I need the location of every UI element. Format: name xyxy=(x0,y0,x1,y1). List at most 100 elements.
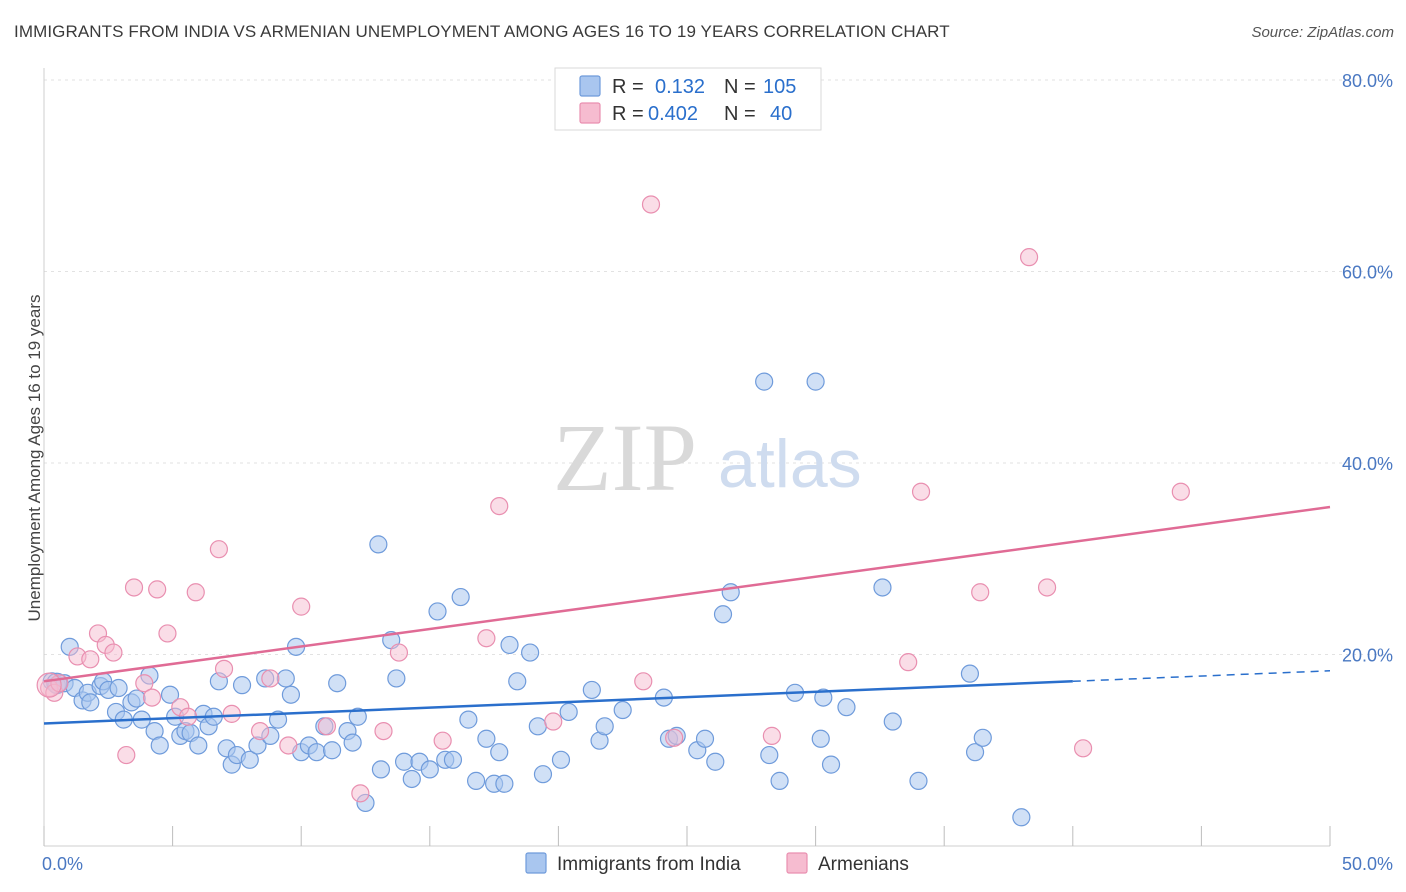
point-armenian-10 xyxy=(135,674,154,693)
legend-n-value-india: 105 xyxy=(763,76,796,98)
point-india-19 xyxy=(150,736,169,755)
point-armenian-17 xyxy=(209,540,228,559)
point-armenian-38 xyxy=(971,583,990,602)
point-india-71 xyxy=(508,672,527,691)
point-india-60 xyxy=(428,602,447,621)
point-armenian-4 xyxy=(81,650,100,669)
point-india-89 xyxy=(755,372,774,391)
legend-swatch-armenian xyxy=(579,102,601,124)
legend-r-label-india: R = xyxy=(612,76,644,98)
point-india-57 xyxy=(402,769,421,789)
legend-swatch-india xyxy=(579,75,601,97)
point-india-63 xyxy=(451,587,470,607)
point-india-64 xyxy=(459,710,478,729)
point-india-97 xyxy=(837,698,856,717)
point-india-80 xyxy=(613,700,632,720)
point-armenian-25 xyxy=(351,784,370,803)
point-armenian-32 xyxy=(634,672,653,691)
point-india-69 xyxy=(495,774,514,793)
point-armenian-cluster xyxy=(36,672,62,698)
x-tick-label-min: 0.0% xyxy=(42,854,83,874)
point-armenian-18 xyxy=(214,659,234,678)
point-armenian-41 xyxy=(1073,739,1093,758)
point-india-65 xyxy=(466,771,486,790)
point-armenian-42 xyxy=(1171,482,1190,501)
point-india-79 xyxy=(595,717,614,736)
correlation-legend: R = 0.132 N = 105 R = 0.402 N = 40 xyxy=(554,67,822,131)
point-armenian-8 xyxy=(117,745,136,765)
legend-n-label-india: N = xyxy=(724,76,756,98)
series-armenian-points xyxy=(36,195,1190,803)
point-india-25 xyxy=(189,736,208,755)
point-armenian-29 xyxy=(477,629,496,648)
legend-r-value-india: 0.132 xyxy=(655,76,705,98)
point-india-76 xyxy=(559,702,578,722)
point-india-95 xyxy=(814,688,833,707)
point-armenian-23 xyxy=(292,597,311,616)
bottom-legend-swatch-armenian xyxy=(786,852,808,874)
bottom-legend-swatch-india xyxy=(525,852,547,874)
axes xyxy=(43,68,1331,847)
trend-line-india xyxy=(43,680,1073,725)
legend-r-label-armenian: R = xyxy=(612,103,644,125)
point-armenian-20 xyxy=(250,721,270,741)
point-india-70 xyxy=(500,635,519,655)
chart-title: IMMIGRANTS FROM INDIA VS ARMENIAN UNEMPL… xyxy=(14,22,950,41)
point-armenian-36 xyxy=(899,653,918,672)
point-india-12 xyxy=(109,678,128,698)
point-armenian-13 xyxy=(158,624,177,643)
point-armenian-24 xyxy=(317,717,337,736)
point-india-85 xyxy=(695,729,715,748)
point-india-50 xyxy=(348,707,367,726)
tick-labels: 20.0% 40.0% 60.0% 80.0% 0.0% 50.0% xyxy=(42,71,1393,874)
bottom-legend-label-india: Immigrants from India xyxy=(557,854,741,875)
point-armenian-28 xyxy=(433,731,452,750)
point-india-99 xyxy=(883,712,902,731)
chart-source: Source: ZipAtlas.com xyxy=(1251,24,1394,41)
grid-lines xyxy=(44,79,1392,655)
point-india-94 xyxy=(811,729,830,748)
trend-line-india-extension xyxy=(1072,670,1331,683)
point-armenian-9 xyxy=(124,578,144,597)
point-india-49 xyxy=(343,733,362,752)
point-india-101 xyxy=(960,664,980,683)
point-india-96 xyxy=(821,755,841,774)
y-tick-label-60: 60.0% xyxy=(1342,263,1393,283)
y-tick-label-40: 40.0% xyxy=(1342,454,1393,474)
point-india-20 xyxy=(160,685,180,704)
point-armenian-37 xyxy=(911,482,931,501)
point-armenian-26 xyxy=(374,721,393,741)
point-india-75 xyxy=(551,750,571,769)
point-india-103 xyxy=(973,728,992,747)
point-india-73 xyxy=(528,717,547,736)
point-india-87 xyxy=(713,605,733,624)
point-armenian-11 xyxy=(142,688,162,707)
point-india-39 xyxy=(276,669,295,688)
series-legend: Immigrants from India Armenians xyxy=(525,852,909,875)
point-armenian-39 xyxy=(1019,248,1039,267)
point-india-15 xyxy=(127,689,146,708)
legend-n-label-armenian: N = xyxy=(724,103,756,125)
point-india-40 xyxy=(281,685,301,704)
point-india-98 xyxy=(873,578,892,597)
point-india-44 xyxy=(307,743,326,762)
point-armenian-27 xyxy=(389,643,409,662)
point-india-66 xyxy=(477,729,496,748)
point-armenian-16 xyxy=(186,583,205,602)
point-india-7 xyxy=(81,693,100,712)
trend-line-armenian xyxy=(43,505,1331,683)
point-india-62 xyxy=(443,750,463,769)
point-india-100 xyxy=(909,771,928,790)
point-india-59 xyxy=(420,760,439,779)
point-india-77 xyxy=(582,680,601,700)
y-tick-label-20: 20.0% xyxy=(1342,646,1393,666)
point-india-104 xyxy=(1012,808,1031,827)
point-armenian-31 xyxy=(544,712,563,731)
point-india-91 xyxy=(770,771,789,790)
point-armenian-30 xyxy=(490,496,509,516)
point-india-34 xyxy=(240,750,259,769)
watermark-atlas: atlas xyxy=(718,426,862,502)
point-india-102 xyxy=(965,743,985,762)
point-india-38 xyxy=(268,710,288,729)
